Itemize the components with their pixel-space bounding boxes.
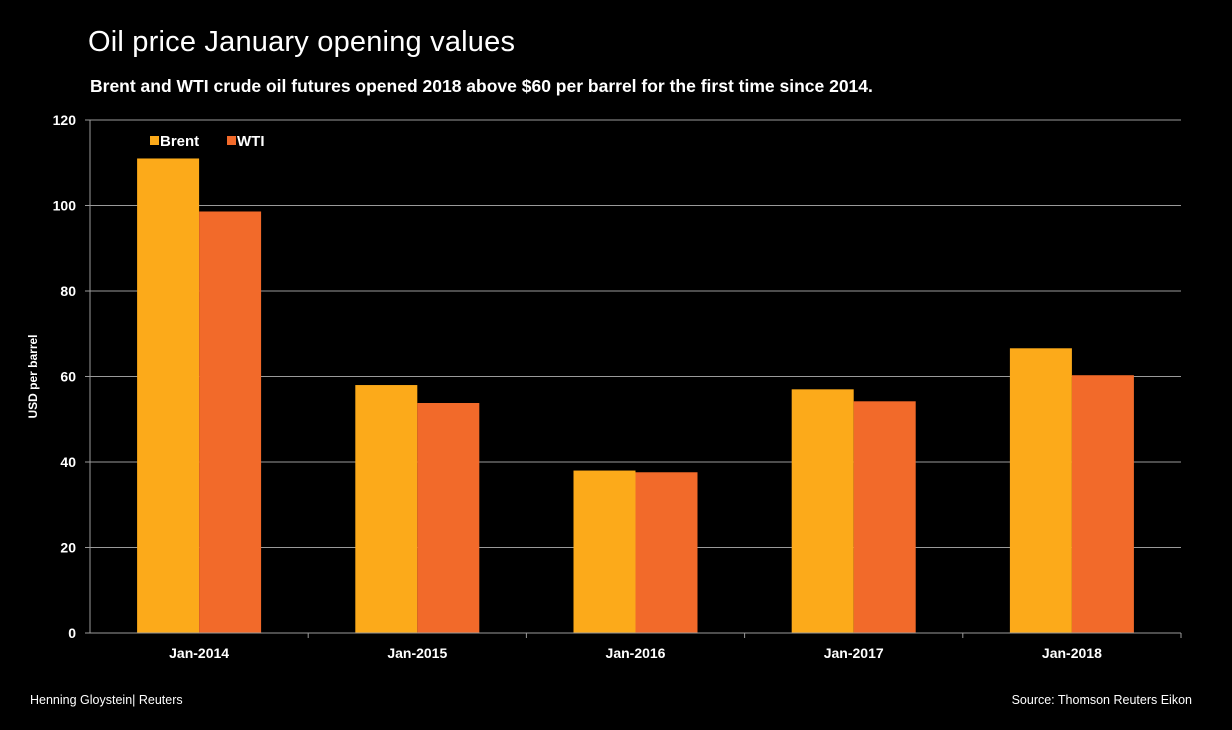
y-tick-label: 40: [60, 454, 76, 470]
x-tick-label: Jan-2016: [606, 645, 666, 661]
x-tick-label: Jan-2018: [1042, 645, 1102, 661]
bar-wti-jan-2017: [853, 401, 916, 633]
legend-label-brent: Brent: [160, 133, 199, 150]
author-credit: Henning Gloystein| Reuters: [30, 693, 183, 707]
legend: Brent WTI: [150, 133, 265, 150]
x-tick-label: Jan-2015: [387, 645, 447, 661]
x-tick-label: Jan-2014: [169, 645, 229, 661]
y-tick-label: 20: [60, 540, 76, 556]
bar-brent-jan-2018: [1009, 348, 1072, 633]
bar-brent-jan-2014: [137, 158, 200, 633]
legend-label-wti: WTI: [237, 133, 265, 150]
y-tick-label: 100: [53, 198, 77, 214]
y-tick-label: 0: [68, 625, 76, 641]
bar-wti-jan-2018: [1071, 375, 1134, 633]
bar-brent-jan-2016: [573, 470, 636, 633]
x-tick-label: Jan-2017: [824, 645, 884, 661]
bar-wti-jan-2016: [635, 472, 698, 633]
bar-wti-jan-2015: [417, 403, 480, 633]
bar-wti-jan-2014: [199, 211, 262, 634]
y-tick-label: 120: [53, 112, 77, 128]
bars: [137, 158, 1134, 634]
bar-brent-jan-2017: [791, 389, 854, 633]
y-tick-label: 80: [60, 283, 76, 299]
legend-swatch-wti: [227, 136, 236, 145]
chart-subtitle: Brent and WTI crude oil futures opened 2…: [90, 76, 873, 96]
y-tick-label: 60: [60, 369, 76, 385]
axes: 0 20 40 60 80 100 120 USD per barrel Jan-2014 Jan…: [26, 112, 1182, 661]
legend-swatch-brent: [150, 136, 159, 145]
bar-brent-jan-2015: [355, 385, 418, 633]
chart-title: Oil price January opening values: [88, 26, 516, 58]
source-credit: Source: Thomson Reuters Eikon: [1011, 693, 1192, 707]
y-axis-title: USD per barrel: [26, 334, 40, 418]
